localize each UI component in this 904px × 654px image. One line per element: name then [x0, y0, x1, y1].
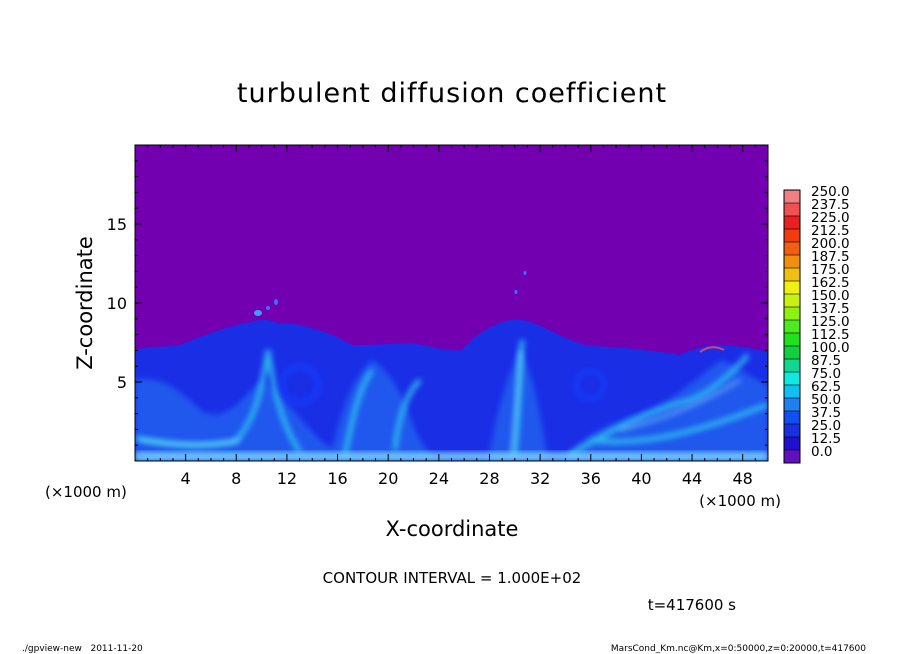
x-tick-label: 20 [378, 469, 398, 488]
blob [514, 290, 518, 294]
colorbar-level-label: 212.5 [811, 223, 850, 239]
y-tick-label: 15 [107, 215, 127, 234]
colorbar-swatch [784, 346, 800, 360]
colorbar-swatch [784, 424, 800, 438]
x-tick-label: 44 [682, 469, 702, 488]
colorbar-level-label: 162.5 [811, 275, 850, 291]
x-tick-label: 32 [530, 469, 550, 488]
footer-right: MarsCond_Km.nc@Km,x=0:50000,z=0:20000,t=… [611, 644, 866, 654]
plot-area [135, 145, 768, 461]
y-unit-label: (×1000 m) [45, 483, 127, 501]
colorbar-swatch [784, 229, 800, 243]
colorbar-level-label: 175.0 [811, 262, 850, 278]
colorbar-swatch [784, 242, 800, 256]
colorbar-level-label: 250.0 [811, 184, 850, 200]
colorbar-swatch [784, 203, 800, 217]
footer-left: ./gpview-new 2011-11-20 [22, 644, 143, 654]
x-unit-label: (×1000 m) [699, 492, 781, 510]
blob [266, 306, 270, 310]
x-tick-label: 8 [231, 469, 241, 488]
colorbar-swatch [784, 437, 800, 451]
colorbar-swatch [784, 450, 800, 464]
colorbar-level-label: 137.5 [811, 301, 850, 317]
eddy-crest [699, 346, 725, 353]
x-axis-label: X-coordinate [386, 517, 519, 541]
colorbar-swatch [784, 307, 800, 321]
bright-cores [139, 349, 741, 456]
y-axis-ticks: 5 10 15 [107, 160, 768, 446]
blob [254, 310, 262, 316]
colorbar-swatch [784, 359, 800, 373]
colorbar-level-label: 75.0 [811, 366, 841, 382]
colorbar-level-label: 100.0 [811, 340, 850, 356]
colorbar-level-label: 62.5 [811, 379, 841, 395]
blob [523, 271, 527, 275]
time-label: t=417600 s [648, 596, 736, 614]
colorbar-swatch [784, 398, 800, 412]
colorbar-level-label: 12.5 [811, 431, 841, 447]
x-tick-label: 48 [733, 469, 753, 488]
chart-title: turbulent diffusion coefficient [237, 78, 667, 109]
colorbar-level-label: 200.0 [811, 236, 850, 252]
y-tick-label: 10 [107, 294, 127, 313]
colorbar-level-label: 225.0 [811, 210, 850, 226]
surface-layer [135, 452, 768, 461]
contour-interval: CONTOUR INTERVAL = 1.000E+02 [323, 569, 582, 587]
x-tick-label: 24 [429, 469, 449, 488]
colorbar-level-label: 87.5 [811, 353, 841, 369]
eddy [573, 368, 607, 402]
colorbar-swatch [784, 216, 800, 230]
colorbar-swatch [784, 372, 800, 386]
colorbar-level-label: 237.5 [811, 197, 850, 213]
x-tick-label: 4 [181, 469, 191, 488]
y-tick-label: 5 [117, 373, 127, 392]
turbulence-field [135, 271, 768, 461]
colorbar-swatch [784, 333, 800, 347]
colorbar-level-label: 112.5 [811, 327, 850, 343]
colorbar-level-label: 0.0 [811, 444, 832, 460]
colorbar-level-label: 187.5 [811, 249, 850, 265]
colorbar-swatch [784, 281, 800, 295]
x-tick-label: 16 [327, 469, 347, 488]
colorbar-level-label: 37.5 [811, 405, 841, 421]
colorbar-level-label: 50.0 [811, 392, 841, 408]
x-tick-label: 36 [581, 469, 601, 488]
x-tick-label: 12 [277, 469, 297, 488]
colorbar-level-label: 25.0 [811, 418, 841, 434]
colorbar-swatch [784, 294, 800, 308]
colorbar-swatch [784, 268, 800, 282]
colorbar-level-label: 125.0 [811, 314, 850, 330]
x-tick-label: 40 [631, 469, 651, 488]
cyan-plumes [135, 339, 768, 458]
y-axis-label: Z-coordinate [73, 236, 97, 370]
colorbar-level-label: 150.0 [811, 288, 850, 304]
colorbar-swatch [784, 385, 800, 399]
x-tick-label: 28 [479, 469, 499, 488]
colorbar: 250.0237.5225.0212.5200.0187.5175.0162.5… [783, 184, 850, 464]
colorbar-swatch [784, 320, 800, 334]
x-axis-ticks: 4 8 12 16 20 24 28 32 36 40 44 48 [147, 145, 756, 488]
eddy [279, 364, 321, 406]
colorbar-swatch [784, 411, 800, 425]
colorbar-swatch [784, 190, 800, 204]
blob [274, 299, 278, 305]
colorbar-swatch [784, 255, 800, 269]
